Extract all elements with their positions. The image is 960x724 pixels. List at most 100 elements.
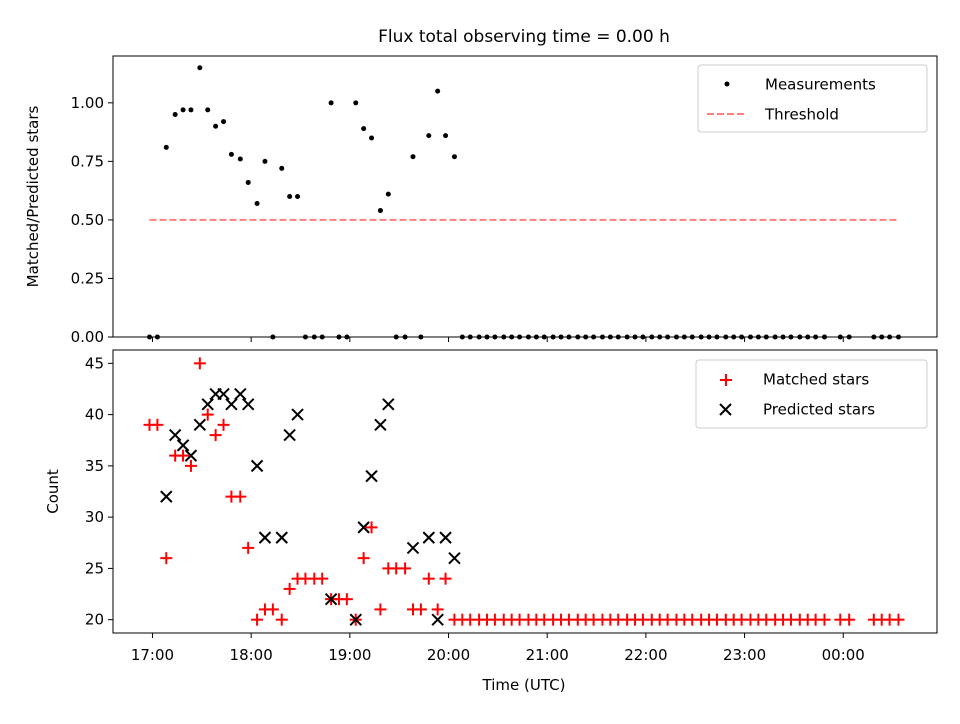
legend-marker-matched: [720, 374, 732, 386]
predicted-star-point: [406, 541, 420, 555]
measurement-point: [443, 133, 449, 139]
panel-counts: 20 25 30 35 40 45 17:00 18:00 19:00 20:00 21:00 22…: [44, 349, 938, 694]
matched-star-point: [201, 408, 214, 421]
matched-star-point: [234, 490, 247, 503]
top-y-tick-label: 0.50: [71, 211, 104, 229]
predicted-star-point: [439, 531, 452, 544]
bottom-x-ticks: 17:00 18:00 19:00 20:00 21:00 22:00 23:00 00:00: [131, 633, 865, 664]
matched-star-point: [422, 572, 435, 585]
matched-star-point: [357, 552, 370, 565]
x-tick-label: 18:00: [230, 646, 273, 664]
measurement-point: [163, 144, 169, 150]
top-axes-frame: [112, 55, 938, 338]
predicted-star-point: [176, 439, 190, 452]
matched-star-point: [818, 613, 831, 626]
measurement-point: [237, 156, 243, 162]
measurement-point: [353, 100, 359, 106]
matched-star-point: [892, 613, 905, 626]
predicted-star-point: [283, 428, 296, 442]
predicted-star-point: [201, 398, 214, 411]
legend-marker-measurements: [724, 81, 730, 87]
bottom-legend: Matched stars Predicted stars: [695, 359, 928, 429]
predicted-star-point: [184, 449, 198, 462]
measurement-point: [172, 112, 178, 118]
x-axis-label: Time (UTC): [482, 676, 566, 694]
x-tick-label: 21:00: [526, 646, 569, 664]
matched-star-point: [316, 572, 329, 585]
bottom-y-ticks: 20 25 30 35 40 45: [85, 354, 113, 629]
matched-star-point: [251, 613, 264, 626]
predicted-star-point: [168, 428, 182, 442]
measurement-point: [221, 119, 227, 125]
top-x-ticks: [151, 337, 844, 342]
matched-star-point: [414, 603, 427, 616]
predicted-star-point: [422, 531, 435, 544]
top-y-tick-label: 0.00: [71, 328, 104, 346]
top-legend: Measurements Threshold: [697, 64, 928, 133]
bottom-y-tick-label: 30: [85, 508, 104, 526]
measurement-point: [287, 194, 293, 199]
bottom-plot-area: [143, 357, 905, 626]
bottom-axes-frame: [112, 349, 938, 634]
matched-star-point: [184, 459, 197, 472]
measurement-point: [377, 208, 383, 214]
measurement-point: [435, 88, 441, 94]
measurement-point: [245, 179, 251, 185]
legend-label-threshold: Threshold: [764, 106, 839, 124]
top-y-tick-label: 0.25: [71, 269, 104, 287]
measurement-point: [361, 126, 367, 132]
predicted-star-point: [258, 531, 272, 544]
matched-star-point: [217, 418, 230, 431]
x-tick-label: 00:00: [822, 646, 865, 664]
matched-star-point: [431, 603, 444, 616]
panel-ratio: 0.00 0.25 0.50 0.75 1.00 Matched/Predicted s…: [24, 55, 938, 346]
bottom-y-tick-label: 35: [85, 457, 104, 475]
matched-star-point: [242, 541, 255, 554]
measurement-point: [262, 158, 268, 164]
matched-star-point: [340, 593, 353, 606]
matched-star-point: [283, 582, 296, 595]
matched-star-point: [374, 603, 387, 616]
matched-star-point: [160, 552, 173, 565]
top-y-tick-label: 1.00: [71, 94, 104, 112]
predicted-star-point: [241, 398, 255, 411]
predicted-star-point: [275, 531, 288, 544]
measurement-point: [228, 151, 234, 157]
bottom-y-tick-label: 40: [85, 406, 104, 424]
measurement-point: [205, 107, 211, 113]
legend-label-measurements: Measurements: [765, 76, 876, 94]
predicted-star-point: [160, 490, 173, 503]
measurement-point: [188, 107, 194, 113]
top-y-tick-label: 0.75: [71, 152, 104, 170]
predicted-star-point: [234, 387, 247, 401]
matched-star-point: [266, 603, 279, 616]
predicted-star-point: [250, 459, 264, 473]
matched-star-point: [209, 429, 222, 442]
top-legend-box: [697, 64, 928, 133]
matched-star-point: [275, 613, 288, 626]
predicted-star-point: [349, 613, 362, 626]
x-tick-label: 22:00: [624, 646, 667, 664]
legend-label-matched: Matched stars: [763, 371, 869, 389]
measurement-point: [426, 133, 432, 139]
matched-star-point: [365, 521, 378, 534]
matched-star-point: [399, 562, 412, 575]
predicted-star-point: [365, 469, 378, 483]
measurement-point: [180, 107, 186, 113]
measurement-point: [451, 154, 457, 160]
measurement-point: [410, 154, 416, 160]
bottom-legend-box: [695, 359, 928, 429]
measurement-point: [279, 165, 285, 171]
legend-marker-predicted: [719, 403, 732, 416]
predicted-star-point: [374, 418, 387, 432]
matched-star-point: [439, 572, 452, 585]
measurement-point: [197, 65, 203, 71]
matched-star-point: [177, 449, 190, 462]
predicted-star-point: [448, 551, 461, 565]
predicted-star-point: [193, 418, 207, 432]
predicted-star-point: [382, 398, 395, 411]
figure-title: Flux total observing time = 0.00 h: [378, 27, 670, 47]
bottom-y-tick-label: 25: [85, 559, 104, 577]
x-tick-label: 17:00: [131, 646, 174, 664]
top-y-axis-label: Matched/Predicted stars: [24, 106, 42, 288]
